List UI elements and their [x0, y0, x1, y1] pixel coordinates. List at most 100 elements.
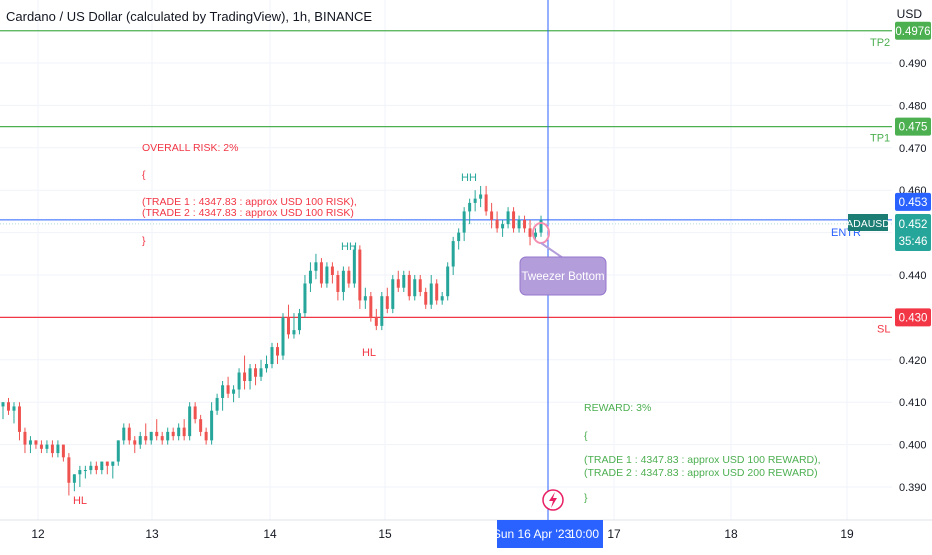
- candle-body: [166, 431, 170, 441]
- crosshair-time: 10:00: [569, 527, 599, 541]
- last-price-bg: [895, 214, 931, 251]
- candle-body: [17, 406, 21, 432]
- candle-body: [171, 431, 175, 437]
- candle-body: [473, 198, 477, 203]
- candle-body: [490, 211, 494, 220]
- candle-body: [215, 397, 219, 411]
- risk-close: }: [142, 235, 146, 247]
- candle-body: [155, 431, 159, 437]
- tweezer-callout: [519, 256, 607, 296]
- reward-open: {: [584, 430, 588, 442]
- candle-body: [39, 444, 43, 449]
- candle-body: [50, 444, 54, 454]
- y-tick-label: 0.420: [899, 355, 927, 367]
- tp1-label: TP1: [870, 133, 890, 145]
- candle-body: [501, 224, 505, 229]
- candle-body: [149, 431, 153, 441]
- x-tick-label: 12: [31, 527, 45, 541]
- candle-body: [116, 440, 120, 462]
- candle-body: [144, 436, 148, 441]
- candle-body: [177, 427, 181, 437]
- candle-body: [188, 406, 192, 437]
- sl-label: SL: [877, 323, 890, 335]
- candle-body: [122, 427, 126, 441]
- price-axis: [892, 0, 932, 550]
- candle-body: [380, 296, 384, 326]
- x-tick-label: 15: [378, 527, 392, 541]
- candle-body: [319, 262, 323, 284]
- candle-body: [243, 372, 247, 381]
- candle-body: [45, 444, 49, 449]
- candle-body: [457, 232, 461, 242]
- symbol-tag: ADAUSD: [846, 218, 890, 230]
- candle-body: [72, 474, 76, 483]
- candle-body: [517, 219, 521, 229]
- swing-label: HH: [461, 172, 477, 184]
- candle-body: [259, 368, 263, 377]
- candle-body: [468, 202, 472, 212]
- y-tick-label: 0.400: [899, 440, 927, 452]
- candle-body: [248, 368, 252, 381]
- candle-body: [193, 406, 197, 420]
- candle-body: [28, 440, 32, 445]
- candle-body: [506, 211, 510, 225]
- candle-body: [270, 347, 274, 365]
- x-tick-label: 14: [263, 527, 277, 541]
- tp2-label: TP2: [870, 37, 890, 49]
- reward-line: (TRADE 2 : 4347.83 : approx USD 200 REWA…: [584, 467, 818, 479]
- candle-body: [512, 211, 516, 229]
- candle-body: [286, 317, 290, 335]
- candle-body: [330, 266, 334, 275]
- candle-body: [369, 296, 373, 318]
- x-tick-label: 17: [607, 527, 621, 541]
- y-tick-label: 0.440: [899, 270, 927, 282]
- candle-body: [61, 444, 65, 458]
- sl-price-tag: 0.430: [899, 312, 928, 324]
- candle-body: [462, 211, 466, 233]
- candle-body: [94, 465, 98, 471]
- lightning-icon-glyph: [549, 492, 557, 508]
- candles: [1, 185, 543, 496]
- candle-body: [528, 228, 532, 237]
- swing-label: HL: [73, 495, 87, 507]
- candle-body: [303, 283, 307, 314]
- crosshair-date: Sun 16 Apr '23: [493, 527, 572, 541]
- x-tick-label: 18: [724, 527, 738, 541]
- candle-body: [127, 427, 131, 441]
- candle-body: [221, 385, 225, 398]
- tp1-price-tag-bg: [895, 117, 931, 136]
- entry-price-tag: 0.453: [899, 197, 928, 209]
- candle-body: [100, 461, 104, 471]
- candle-body: [424, 291, 428, 305]
- candle-body: [347, 270, 351, 284]
- sl-price-tag-bg: [895, 308, 931, 327]
- candle-body: [391, 279, 395, 309]
- candle-body: [402, 275, 406, 288]
- candle-body: [440, 296, 444, 301]
- candle-body: [479, 194, 483, 199]
- candle-body: [56, 444, 60, 454]
- candle-body: [1, 402, 5, 407]
- callout-pointer: [540, 242, 564, 259]
- reward-title: REWARD: 3%: [584, 402, 651, 414]
- candle-body: [111, 461, 115, 466]
- tp2-price-tag: 0.4976: [895, 26, 930, 38]
- candle-body: [182, 427, 186, 437]
- candle-body: [451, 241, 455, 267]
- risk-title: OVERALL RISK: 2%: [142, 142, 238, 154]
- candle-body: [83, 470, 87, 472]
- swing-label: HL: [362, 347, 376, 359]
- candle-body: [89, 465, 93, 471]
- candle-body: [336, 275, 340, 292]
- crosshair-time-bg: [497, 520, 603, 548]
- candle-body: [78, 470, 82, 475]
- candle-body: [396, 279, 400, 288]
- candle-body: [281, 317, 285, 356]
- tp2-price-tag-bg: [895, 21, 931, 40]
- candle-body: [34, 440, 38, 445]
- candle-body: [160, 436, 164, 441]
- candle-body: [385, 296, 389, 309]
- chart-title: Cardano / US Dollar (calculated by Tradi…: [6, 9, 373, 24]
